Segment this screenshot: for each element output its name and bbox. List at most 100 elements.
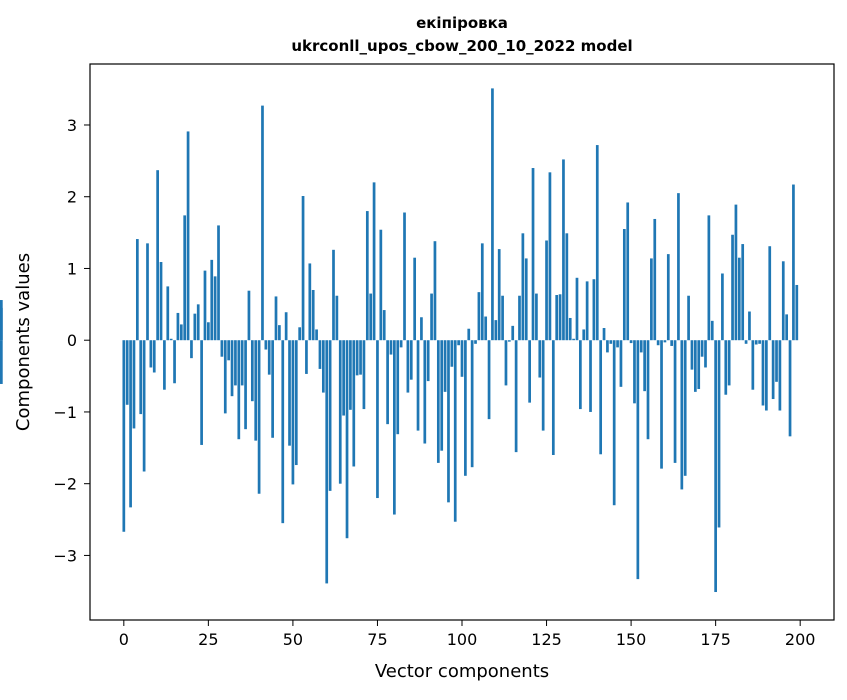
bar [440,340,444,451]
bar [677,193,680,341]
bar [673,340,677,463]
bar [240,340,244,386]
bar [203,270,207,341]
bar [599,340,603,455]
bar [308,263,312,341]
bar [406,340,410,393]
bar [284,312,288,341]
bar [467,328,471,341]
bar [470,340,474,468]
bar [768,246,772,341]
bar [562,159,565,341]
bar [460,340,464,377]
x-axis-label: Vector components [375,661,549,682]
bar [504,340,508,386]
bar [223,340,227,414]
bar [169,338,173,341]
bar [494,320,498,341]
bar [579,340,582,410]
bar [288,340,291,446]
bar [518,295,521,341]
bar [572,338,575,341]
bar [301,196,305,341]
bar [788,340,792,437]
bar [325,340,329,584]
bar [589,340,592,412]
bar [365,211,369,341]
bar [781,261,785,341]
bar [237,340,241,440]
bar [531,168,535,341]
bar [146,243,149,341]
bar [477,292,481,341]
bar [484,316,488,341]
bar [247,290,251,341]
x-tick-label: 200 [785,630,816,649]
bar [129,340,132,508]
bar [501,295,504,341]
bar [464,340,467,476]
bar [264,340,268,350]
bar [687,295,690,341]
bar [349,340,352,410]
bar [551,340,555,455]
bar [227,340,231,361]
bar [663,340,667,343]
bar [220,340,224,357]
bar [311,289,315,341]
bar [132,340,136,429]
y-tick-label: 0 [67,331,77,350]
bar [622,229,626,341]
bar [690,340,694,370]
bar [683,340,687,476]
bar [250,340,254,402]
bar [511,325,515,341]
bar [670,340,674,346]
bar [254,340,258,441]
bar [758,340,761,344]
bar [680,340,684,490]
bar [453,340,457,522]
bar [274,296,278,341]
bar [741,244,745,341]
bar [261,105,264,341]
bar [450,340,454,367]
bar [748,311,751,341]
bar [447,340,450,503]
bar [426,340,430,382]
bar [291,340,295,485]
bar [491,88,494,341]
y-axis-label: Components values [13,253,34,431]
bar [420,317,423,341]
bar [737,257,741,341]
bar [423,340,427,444]
bar [721,273,724,341]
bar [565,233,569,341]
bar [176,312,180,341]
bar [558,294,562,341]
bar [751,340,755,390]
bar [785,314,789,341]
bar [163,340,166,390]
bar [612,340,616,506]
bar [318,340,322,369]
bar [298,327,302,341]
bar [535,293,538,341]
bar [521,233,525,341]
bar [345,340,349,539]
bar [775,340,778,382]
bar [487,340,491,420]
bar [433,241,437,341]
bar [704,340,707,368]
bar [200,340,203,445]
bar [585,281,589,341]
bar [528,340,531,403]
bar [629,340,633,344]
bar [430,293,433,341]
y-axis-ticks: −3 −2 −1 0 1 2 3 [53,116,90,565]
bar [592,279,596,341]
bar [541,340,545,431]
bar [0,340,3,384]
bar [646,340,650,440]
bar [707,215,711,341]
